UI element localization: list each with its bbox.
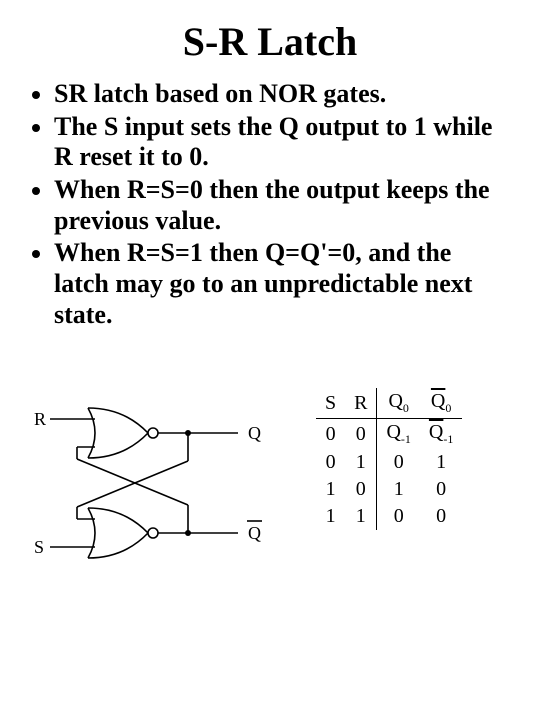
col-S: S — [316, 388, 345, 419]
bullet-item: When R=S=1 then Q=Q'=0, and the latch ma… — [54, 238, 512, 330]
svg-text:R: R — [34, 409, 46, 429]
table-row: 1 1 0 0 — [316, 503, 462, 530]
sr-latch-circuit: R S Q Q — [28, 388, 288, 583]
table-header-row: S R Q0 Q0 — [316, 388, 462, 419]
table-row: 0 0 Q-1 Q-1 — [316, 419, 462, 450]
svg-text:Q: Q — [248, 523, 261, 543]
bullet-item: The S input sets the Q output to 1 while… — [54, 112, 512, 173]
table-row: 1 0 1 0 — [316, 476, 462, 503]
circuit-svg: R S Q Q — [28, 388, 288, 578]
col-Qbar0: Q0 — [420, 388, 462, 419]
bullet-item: SR latch based on NOR gates. — [54, 79, 512, 110]
page-title: S-R Latch — [28, 18, 512, 65]
bullet-list: SR latch based on NOR gates. The S input… — [34, 79, 512, 330]
col-Q0: Q0 — [377, 388, 420, 419]
slide-page: S-R Latch SR latch based on NOR gates. T… — [0, 0, 540, 583]
bullet-item: When R=S=0 then the output keeps the pre… — [54, 175, 512, 236]
svg-text:S: S — [34, 537, 44, 557]
svg-text:Q: Q — [248, 423, 261, 443]
truth-table: S R Q0 Q0 0 0 Q-1 Q-1 0 1 — [316, 388, 462, 530]
col-R: R — [345, 388, 377, 419]
figure-row: RSQQ S R Q0 Q0 0 0 Q-1 — [28, 388, 512, 583]
table-row: 0 1 0 1 — [316, 449, 462, 476]
